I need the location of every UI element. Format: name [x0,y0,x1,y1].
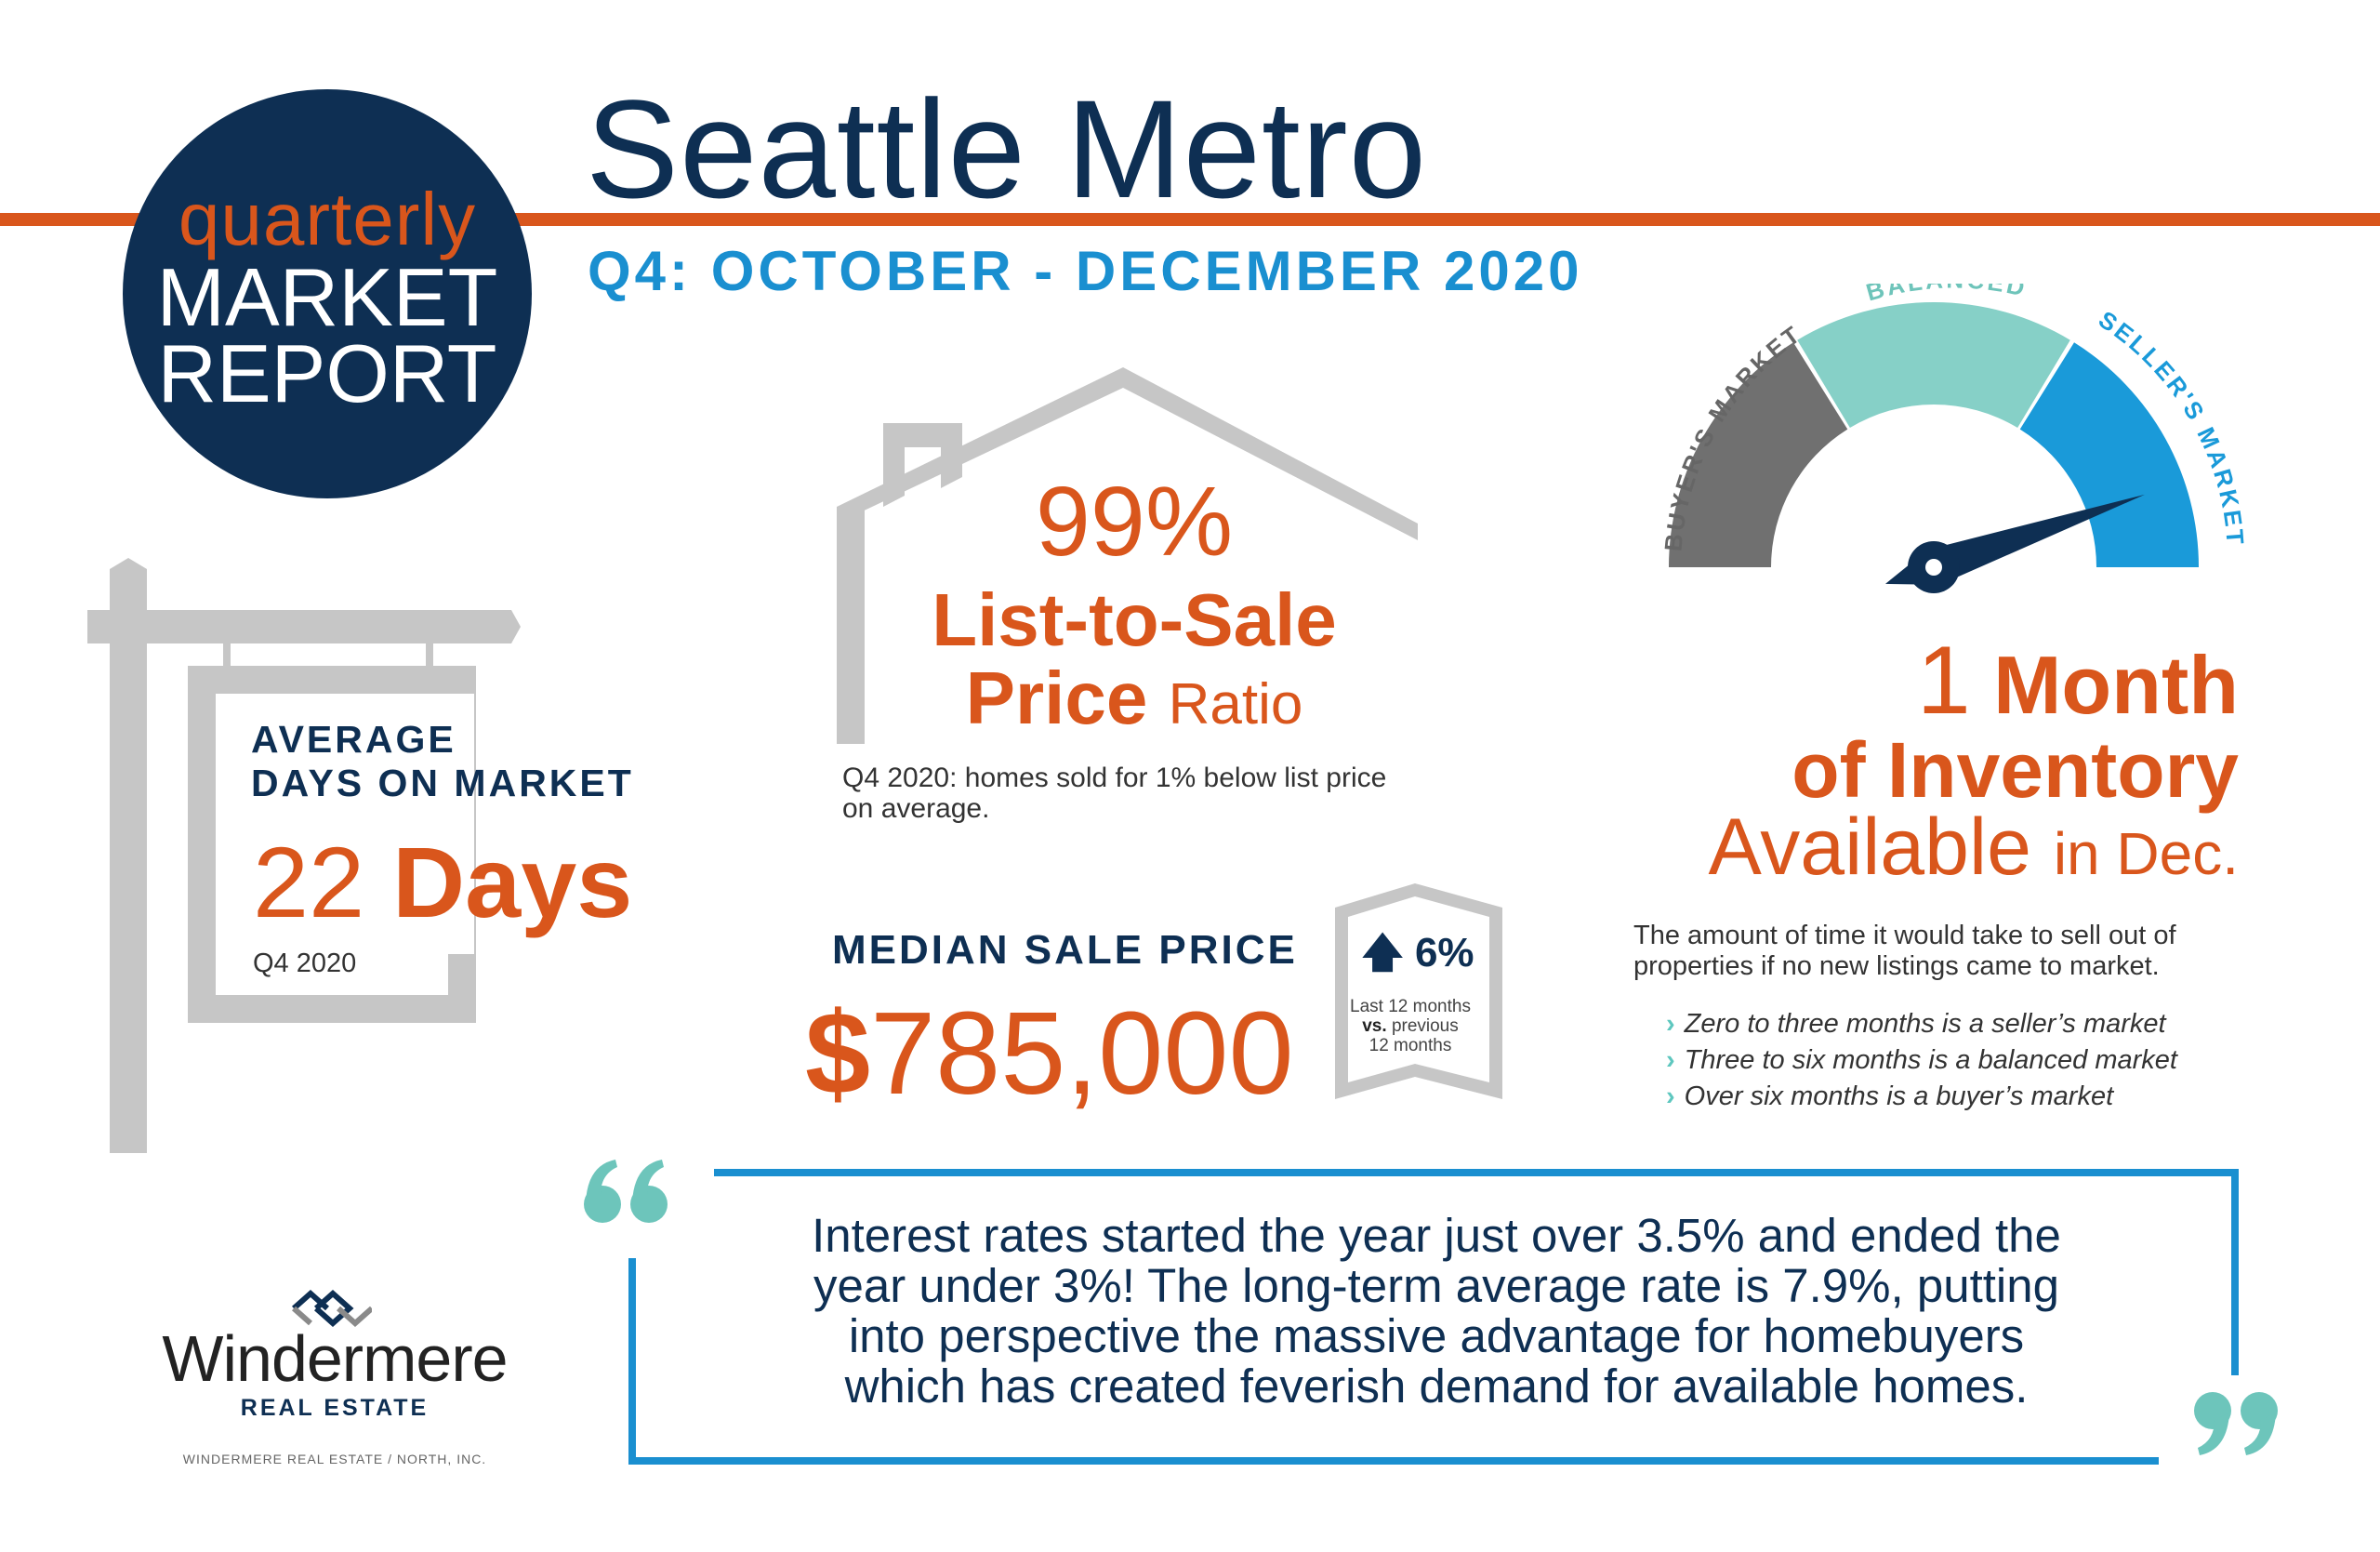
chevron-right-icon: › [1666,1009,1675,1039]
inventory-available: Available in Dec. [1708,803,2239,892]
logo-name: Windermere [162,1322,508,1395]
badge-quarterly-text: quarterly [178,178,477,260]
page-subtitle: Q4: OCTOBER - DECEMBER 2020 [588,240,1583,302]
market-gauge: BUYER'S MARKET BALANCED SELLER'S MARKET [1659,284,2247,593]
quote-text: Interest rates started the year just ove… [812,1209,2061,1413]
inventory-subheadline: of Inventory [1792,726,2239,814]
inventory-headline: 1 Month [1916,627,2239,735]
days-number: 22 [253,826,365,938]
inventory-description: The amount of time it would take to sell… [1633,921,2176,981]
price-ratio-label: Price Ratio [965,657,1303,739]
list-item: › Over six months is a buyer’s market [1666,1081,2114,1111]
gauge-segment-sellers [2019,342,2199,567]
header-rule [0,213,2380,226]
list-item: › Zero to three months is a seller’s mark… [1666,1009,2166,1039]
days-on-market-period: Q4 2020 [253,948,357,978]
price-change-tag-icon [1335,883,1502,1099]
logo-subtitle: REAL ESTATE [240,1395,430,1421]
median-sale-price-value: $785,000 [805,988,1294,1119]
days-on-market-value: 22 Days [253,832,632,933]
report-badge: quarterly MARKET REPORT [123,89,532,498]
windermere-logo-icon [292,1289,372,1327]
list-to-sale-percent: 99% [1035,467,1234,577]
badge-market-text: MARKET [156,251,498,343]
page-title: Seattle Metro [586,71,1428,227]
list-to-sale-note: Q4 2020: homes sold for 1% below list pr… [842,763,1387,824]
close-quote-icon [2194,1392,2278,1455]
median-sale-price-label: MEDIAN SALE PRICE [832,927,1298,973]
open-quote-icon [584,1160,668,1223]
price-change-value: 🡅 6% [1361,930,1474,975]
house-outline-icon [837,367,1418,744]
chevron-right-icon: › [1666,1081,1675,1111]
list-item: › Three to six months is a balanced marke… [1666,1045,2177,1075]
for-sale-sign-icon [87,558,521,1153]
gauge-segment-buyers [1669,342,1848,567]
price-change-note: Last 12 months vs. previous 12 months [1350,997,1471,1055]
days-on-market-heading: AVERAGE DAYS ON MARKET [251,718,634,804]
gauge-segment-balanced [1797,302,2070,428]
inventory-rules-list: › Zero to three months is a seller’s mark… [1666,1006,2261,1115]
legal-text: WINDERMERE REAL ESTATE / NORTH, INC. [182,1452,487,1466]
gauge-needle [1884,494,2145,593]
arrow-up-icon: 🡅 [1361,930,1404,975]
days-unit: Days [392,826,633,938]
chevron-right-icon: › [1666,1045,1675,1075]
quote-frame [584,1160,2278,1465]
badge-report-text: REPORT [157,327,497,419]
list-to-sale-label: List-to-Sale [932,578,1337,661]
